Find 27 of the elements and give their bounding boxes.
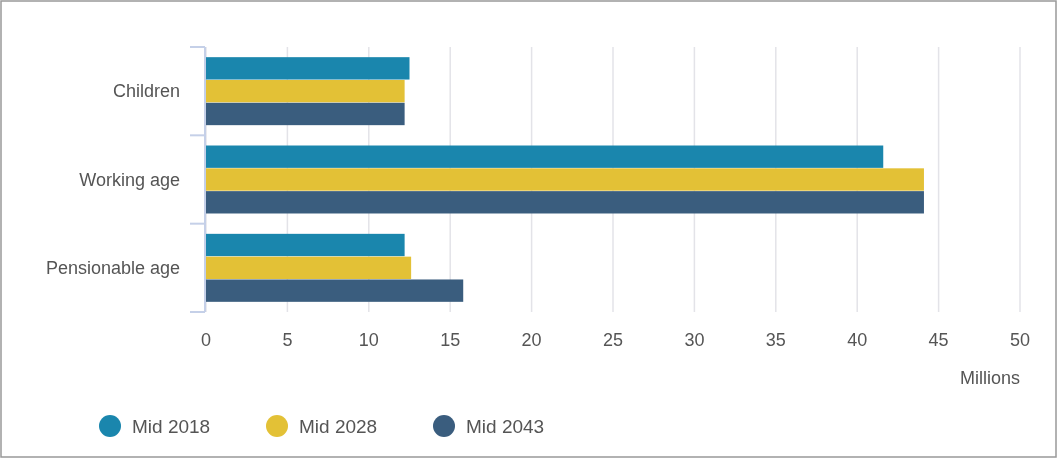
bar bbox=[206, 233, 405, 257]
x-tick-label: 10 bbox=[358, 330, 379, 350]
bar bbox=[206, 102, 405, 126]
legend-label: Mid 2018 bbox=[132, 415, 211, 437]
bar bbox=[206, 191, 924, 214]
bar bbox=[206, 145, 884, 168]
y-tick-label: Working age bbox=[79, 169, 180, 190]
x-tick-label: 25 bbox=[602, 330, 624, 350]
x-tick-label: 50 bbox=[1009, 330, 1031, 350]
x-tick-label: 30 bbox=[684, 330, 705, 350]
x-tick-label: 20 bbox=[521, 330, 542, 350]
bar bbox=[206, 57, 410, 80]
x-tick-label: 0 bbox=[200, 330, 212, 350]
x-axis-title: Millions bbox=[959, 368, 1020, 388]
bar bbox=[206, 256, 412, 280]
y-tick-label: Children bbox=[112, 81, 180, 102]
x-tick-label: 35 bbox=[765, 330, 786, 350]
bar bbox=[206, 79, 405, 103]
x-tick-label: 5 bbox=[282, 330, 293, 350]
x-tick-label: 40 bbox=[847, 330, 868, 350]
x-tick-label: 15 bbox=[440, 330, 461, 350]
x-tick-label: 45 bbox=[928, 330, 949, 350]
legend-label: Mid 2043 bbox=[466, 415, 545, 437]
legend-label: Mid 2028 bbox=[299, 415, 378, 437]
bar bbox=[206, 168, 924, 191]
y-tick-label: Pensionable age bbox=[45, 258, 180, 279]
bar bbox=[206, 279, 464, 302]
